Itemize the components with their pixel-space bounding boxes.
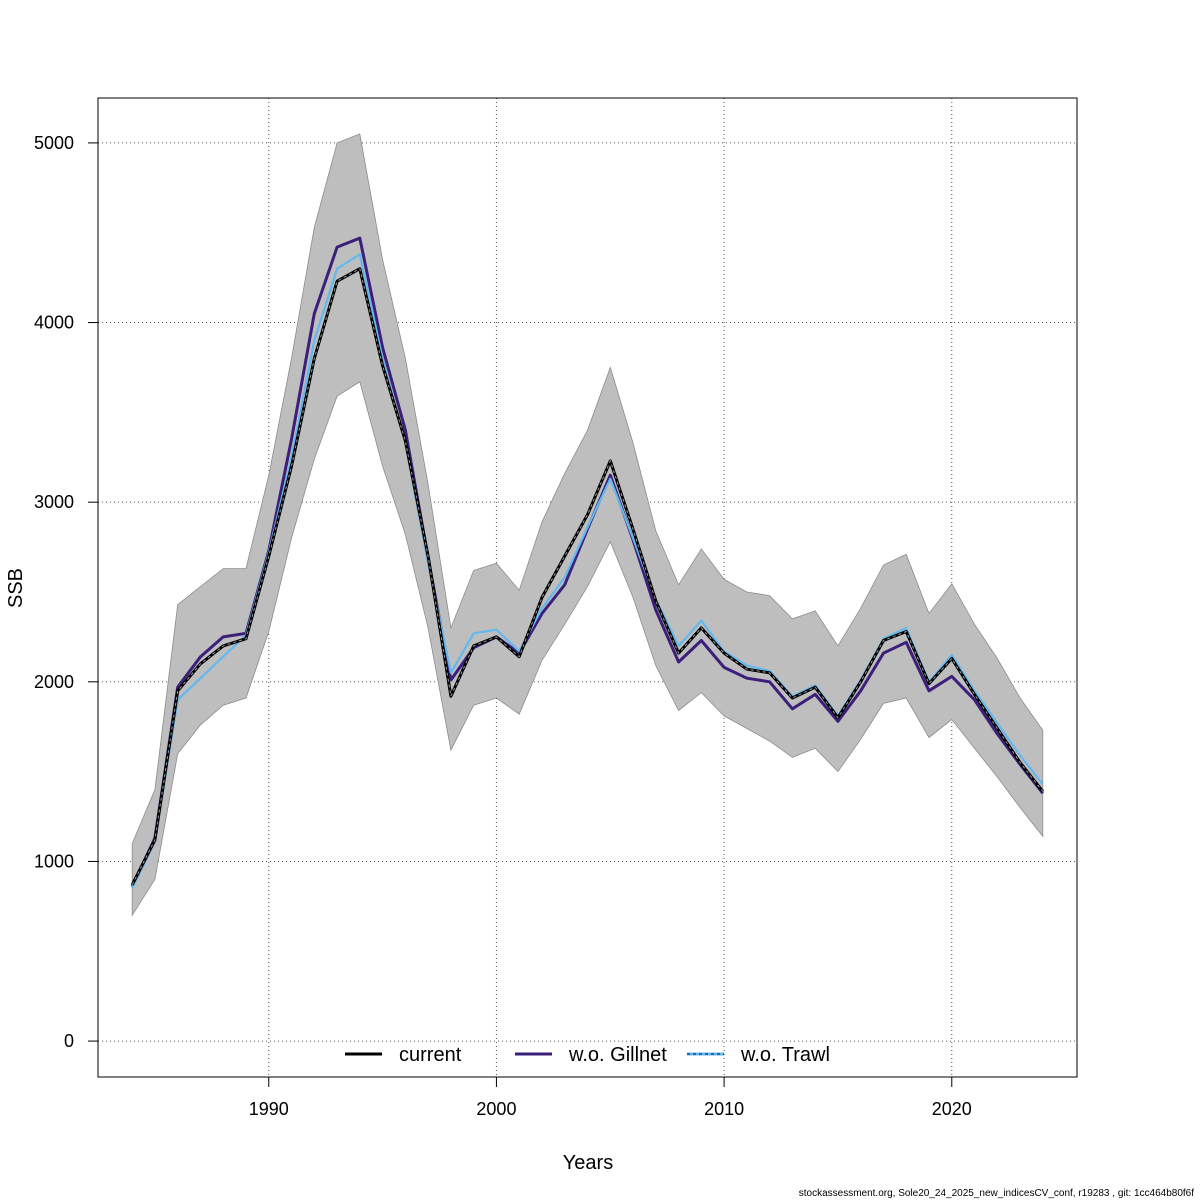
y-tick-label: 5000 bbox=[34, 133, 74, 153]
legend-label-wo-trawl: w.o. Trawl bbox=[740, 1044, 830, 1066]
x-tick-label: 2000 bbox=[476, 1099, 516, 1119]
y-tick-label: 0 bbox=[64, 1031, 74, 1051]
legend-label-wo-gillnet: w.o. Gillnet bbox=[568, 1044, 667, 1066]
legend-label-current: current bbox=[399, 1044, 462, 1066]
legend: current w.o. Gillnet w.o. Trawl bbox=[345, 1044, 830, 1066]
axes: 1990 2000 2010 2020 0 1000 2000 3000 4000 5000 bbox=[34, 133, 972, 1119]
x-tick-label: 2020 bbox=[932, 1099, 972, 1119]
y-tick-label: 1000 bbox=[34, 851, 74, 871]
y-axis-label: SSB bbox=[5, 568, 27, 608]
footer-text: stockassessment.org, Sole20_24_2025_new_… bbox=[799, 1188, 1194, 1199]
y-tick-label: 2000 bbox=[34, 672, 74, 692]
series-line-wo-trawl bbox=[131, 253, 1044, 889]
series-group bbox=[130, 236, 1044, 889]
x-tick-label: 1990 bbox=[249, 1099, 289, 1119]
x-tick-label: 2010 bbox=[704, 1099, 744, 1119]
confidence-band-group bbox=[131, 133, 1044, 917]
confidence-band bbox=[131, 133, 1044, 917]
series-line-current bbox=[130, 267, 1044, 886]
y-tick-label: 4000 bbox=[34, 313, 74, 333]
plot-frame bbox=[97, 97, 1078, 1078]
y-tick-label: 3000 bbox=[34, 492, 74, 512]
x-axis-label: Years bbox=[563, 1152, 613, 1174]
